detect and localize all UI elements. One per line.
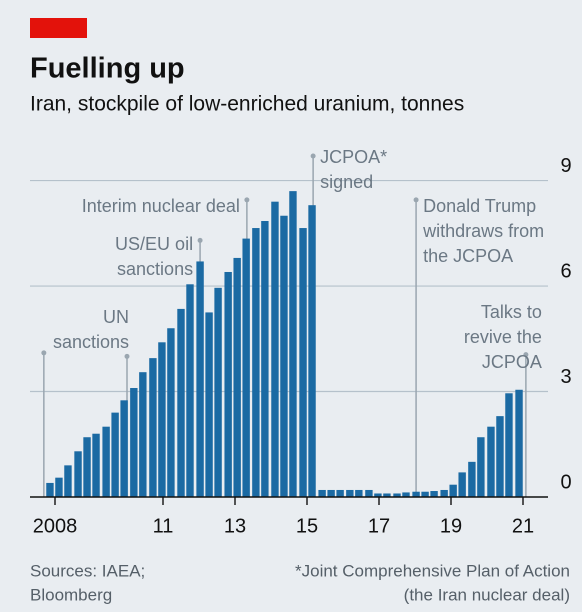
annotation-text: Talks to (481, 302, 542, 322)
annotation-text: signed (320, 172, 373, 192)
chart-title: Fuelling up (30, 53, 185, 85)
bar (374, 493, 382, 497)
bar (261, 221, 269, 497)
bar (346, 489, 354, 497)
annotation-text: JCPOA* (320, 147, 387, 167)
annotation-text: UN (103, 307, 129, 327)
bar (458, 472, 466, 497)
y-tick-label: 3 (560, 366, 571, 388)
bar (111, 412, 119, 497)
bar (327, 489, 335, 497)
bar (505, 393, 513, 497)
bar (196, 261, 204, 497)
footnote: (the Iran nuclear deal) (404, 585, 570, 604)
x-tick-label: 15 (296, 515, 318, 537)
annotation-text: revive the (464, 327, 542, 347)
x-tick-label: 17 (368, 515, 390, 537)
x-tick-label: 2008 (33, 515, 78, 537)
annotation-text: JCPOA (482, 352, 542, 372)
bar (393, 493, 401, 497)
bar (430, 491, 438, 497)
chart-subtitle: Iran, stockpile of low-enriched uranium,… (30, 93, 464, 116)
bar (271, 201, 279, 497)
bar (214, 287, 222, 497)
bar (412, 491, 420, 497)
bar (440, 489, 448, 497)
annotation-text: US/EU oil (115, 234, 193, 254)
bar (336, 489, 344, 497)
annotation-dot (41, 350, 47, 356)
y-tick-label: 9 (560, 155, 571, 177)
bar (468, 461, 476, 497)
bar (318, 489, 326, 497)
x-tick-label: 13 (224, 515, 246, 537)
bar (46, 482, 54, 497)
bar (477, 437, 485, 497)
annotation-dot (124, 353, 130, 359)
annotation-text: sanctions (53, 332, 129, 352)
brand-tag (30, 18, 87, 38)
bar (120, 400, 128, 497)
bar (308, 205, 316, 498)
x-tick-label: 21 (512, 515, 534, 537)
footnote: *Joint Comprehensive Plan of Action (295, 561, 570, 580)
annotation-dot (310, 153, 316, 159)
bar (383, 493, 391, 497)
bar (55, 477, 63, 497)
annotation-text: Interim nuclear deal (82, 196, 240, 216)
bar (74, 451, 82, 497)
x-tick-label: 11 (153, 515, 174, 537)
bar (149, 358, 157, 497)
source: Sources: IAEA; (30, 561, 145, 580)
bar (224, 271, 232, 497)
bar (299, 228, 307, 497)
bar (449, 484, 457, 497)
bar (402, 492, 410, 497)
annotation-text: sanctions (117, 259, 193, 279)
bar (130, 388, 138, 497)
bar (205, 312, 213, 497)
bar (102, 426, 110, 497)
annotation-dot (413, 197, 419, 203)
bar (355, 489, 363, 497)
annotation-dot (523, 352, 529, 358)
y-tick-label: 0 (560, 471, 571, 493)
bar (280, 215, 288, 497)
bar (64, 465, 72, 497)
bar (252, 228, 260, 497)
annotation-dot (244, 197, 250, 203)
bar (365, 489, 373, 497)
bar (242, 238, 250, 497)
bar (421, 491, 429, 497)
annotation-dot (197, 237, 203, 243)
bar (487, 426, 495, 497)
x-tick-label: 19 (440, 515, 462, 537)
bar (92, 433, 100, 497)
annotation-text: Donald Trump (423, 196, 536, 216)
source: Bloomberg (30, 585, 112, 604)
bar (158, 342, 166, 497)
bar (83, 437, 91, 497)
annotation-text: the JCPOA (423, 246, 513, 266)
bar (289, 191, 297, 497)
bar (177, 308, 185, 497)
bar (186, 284, 194, 497)
bar (139, 372, 147, 497)
y-tick-label: 6 (560, 260, 571, 282)
annotation-text: withdraws from (422, 221, 544, 241)
bar (167, 328, 175, 497)
bar (233, 257, 241, 497)
bar (515, 389, 523, 497)
bar (496, 416, 504, 497)
